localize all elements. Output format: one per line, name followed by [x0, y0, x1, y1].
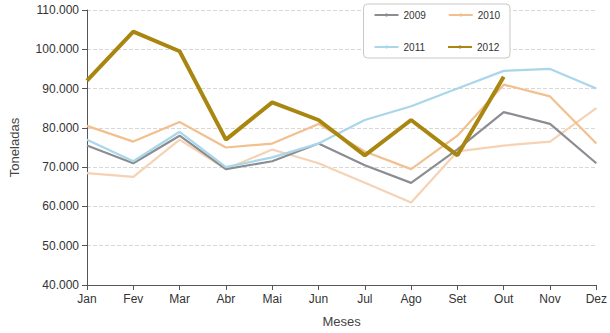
svg-text:Toneladas: Toneladas — [7, 117, 22, 177]
svg-text:Meses: Meses — [323, 314, 362, 329]
svg-text:Ago: Ago — [400, 292, 422, 306]
svg-text:Jan: Jan — [77, 292, 96, 306]
svg-text:Dez: Dez — [586, 292, 607, 306]
svg-text:40.000: 40.000 — [42, 278, 79, 292]
svg-text:Nov: Nov — [539, 292, 560, 306]
svg-text:2012: 2012 — [477, 42, 500, 53]
svg-text:Set: Set — [448, 292, 467, 306]
svg-text:2011: 2011 — [404, 42, 426, 53]
svg-text:100.000: 100.000 — [36, 42, 80, 56]
svg-text:90.000: 90.000 — [42, 82, 79, 96]
svg-text:50.000: 50.000 — [42, 239, 79, 253]
svg-text:Mai: Mai — [263, 292, 282, 306]
svg-text:80.000: 80.000 — [42, 121, 79, 135]
svg-text:110.000: 110.000 — [37, 3, 80, 17]
svg-text:60.000: 60.000 — [42, 199, 79, 213]
svg-text:Fev: Fev — [123, 292, 143, 306]
svg-text:Mar: Mar — [169, 292, 190, 306]
svg-text:70.000: 70.000 — [42, 160, 79, 174]
svg-text:Abr: Abr — [217, 292, 236, 306]
svg-text:Jul: Jul — [357, 292, 372, 306]
svg-text:Out: Out — [494, 292, 514, 306]
svg-text:Jun: Jun — [309, 292, 328, 306]
svg-text:2009: 2009 — [404, 10, 427, 21]
svg-text:2010: 2010 — [478, 10, 501, 21]
